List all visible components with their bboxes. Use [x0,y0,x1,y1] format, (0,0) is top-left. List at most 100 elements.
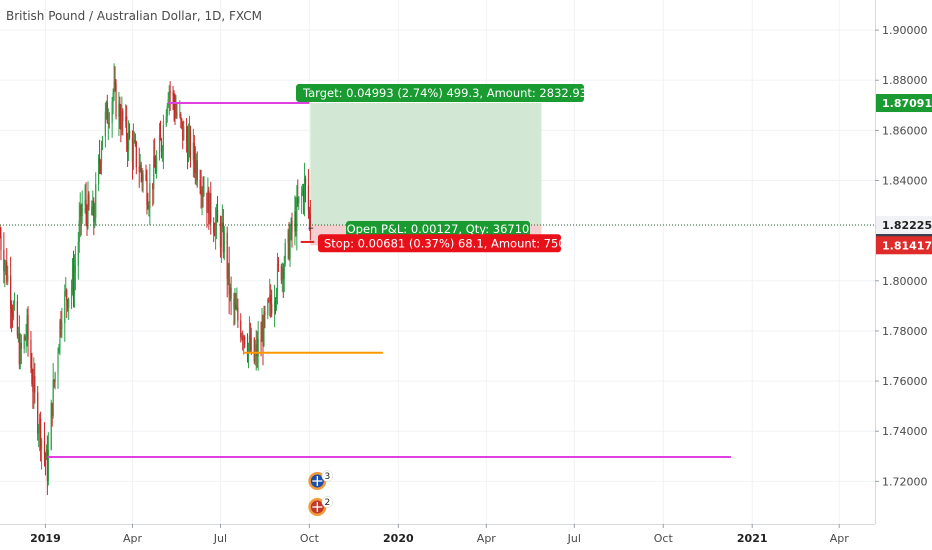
candles [0,63,311,495]
price-tick-label: 1.88000 [882,74,928,87]
candle-body [26,314,28,338]
candle-body [246,345,249,357]
flag-au-icon[interactable]: 3 [308,470,334,491]
candle-body [160,140,163,152]
candle-body [16,301,19,336]
candle-body [148,207,150,209]
candle-body [113,82,115,94]
horizontal-levels[interactable] [47,102,731,459]
economic-events[interactable]: 32 [308,470,334,517]
candle-body [68,298,70,308]
candle-body [31,367,33,385]
price-tick-label: 1.74000 [882,425,928,438]
candle-body [139,164,141,172]
candle-body [216,210,219,223]
price-tick-label: 1.80000 [882,275,928,288]
candle-body [277,263,280,267]
candle-body [118,103,120,117]
candle-body [128,130,131,138]
candle-body [219,222,222,248]
candle-body [11,309,13,313]
candle-body [59,320,61,348]
candle-body [88,194,90,207]
candle-body [275,294,278,303]
candle-body [58,347,60,354]
candle-body [145,174,147,180]
candle-body [74,265,77,273]
candle-body [60,320,62,330]
price-tag[interactable] [876,94,932,113]
candle-body [254,352,256,362]
candle-body [176,112,178,115]
candle-body [302,189,305,202]
stop-label-text: Stop: 0.00681 (0.37%) 68.1, Amount: 750 [324,236,566,250]
flag-gb-icon[interactable]: 2 [308,496,334,517]
candle-body [192,142,194,160]
candle-body [3,249,5,272]
time-tick-label: 2019 [30,532,61,545]
candle-body [86,211,88,227]
target-zone [310,103,542,226]
price-tag[interactable] [876,216,932,235]
candle-body [80,205,82,217]
price-tag-value: 1.81417 [882,239,932,252]
candle-body [57,353,59,373]
price-axis[interactable]: 1.72000 1.74000 1.76000 1.78000 1.80000 1.840… [875,0,932,550]
candle-body [50,403,52,450]
candle-body [228,263,230,295]
candle-body [269,295,271,301]
candle-body [206,192,208,213]
candle-body [0,236,2,250]
candle-body [159,134,162,141]
entry-line [0,224,875,229]
candle-body [152,183,154,190]
candle-body [32,384,34,392]
symbol-title: British Pound / Australian Dollar, 1D, F… [6,9,263,23]
candle-body [77,241,79,266]
event-count: 2 [324,498,330,508]
candle-body [0,235,1,237]
candle-body [295,211,297,231]
price-tick-label: 1.86000 [882,124,928,137]
candle-body [301,192,303,197]
candle-body [70,287,73,299]
candle-body [308,210,310,215]
candle-body [261,327,263,342]
candle-body [122,110,124,122]
price-tag-value: 1.87091 [882,97,932,110]
candle-body [91,206,93,216]
price-axis-bg [875,0,932,550]
candle-body [208,190,210,224]
candle-body [303,178,306,202]
candle-body [51,403,53,416]
candle-body [207,190,209,213]
candle-body [247,344,250,357]
candle-body [289,236,291,259]
candle-body [134,140,136,142]
candle-body [38,431,40,434]
candle-body [274,301,277,303]
candle-body [92,200,94,216]
time-tick-label: Jul [213,532,227,545]
candle-body [11,312,14,317]
open-pl-text: Open P&L: 0.00127, Qty: 36710 [347,222,530,236]
candle-body [44,454,47,460]
candle-body [25,337,27,340]
candle-body [223,232,225,253]
candle-body [126,116,128,141]
candle-body [135,141,137,168]
candle-body [283,263,285,280]
candle-body [304,178,307,186]
candle-body [7,275,9,282]
time-tick-label: Oct [300,532,320,545]
time-axis[interactable]: 2019 Apr Jul Oct 2020 Apr Jul Oct 2021 Apr [0,524,932,550]
candle-body [270,295,272,305]
candle-body [213,222,215,233]
candle-body [169,91,171,94]
target-label-box [296,84,584,103]
candle-body [273,301,276,314]
candle-body [236,307,238,309]
price-tag[interactable] [876,236,932,255]
candle-body [158,134,161,158]
